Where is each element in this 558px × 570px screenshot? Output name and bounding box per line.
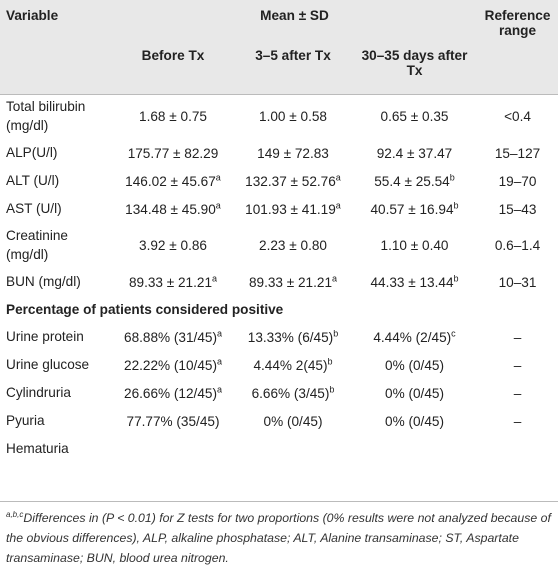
footnote-marker: a,b,c bbox=[6, 509, 24, 519]
cell-reference: – bbox=[513, 413, 522, 429]
cell-30-35: 44.33 ± 13.44b bbox=[370, 272, 459, 290]
row-variable: ALT (U/l) bbox=[6, 172, 60, 188]
table-footnote: a,b,cDifferences in (P < 0.01) for Z tes… bbox=[0, 501, 558, 569]
cell-reference bbox=[477, 435, 558, 463]
cell-3-5: 132.37 ± 52.76a bbox=[245, 171, 341, 189]
table-row: Creatinine (mg/dl) 3.92 ± 0.86 2.23 ± 0.… bbox=[0, 223, 558, 268]
table-row: AST (U/l) 134.48 ± 45.90a 101.93 ± 41.19… bbox=[0, 195, 558, 223]
cell-3-5: 101.93 ± 41.19a bbox=[245, 199, 341, 217]
table-row: Total bilirubin (mg/dl) 1.68 ± 0.75 1.00… bbox=[0, 93, 558, 139]
cell-before: 89.33 ± 21.21a bbox=[128, 272, 218, 290]
table-row: ALT (U/l) 146.02 ± 45.67a 132.37 ± 52.76… bbox=[0, 167, 558, 195]
cell-reference: 19–70 bbox=[498, 173, 537, 189]
cell-reference: 0.6–1.4 bbox=[494, 238, 541, 253]
cell-3-5: 13.33% (6/45)b bbox=[247, 327, 339, 345]
cell-before bbox=[112, 435, 234, 463]
cell-3-5 bbox=[234, 435, 352, 463]
table-row: Urine protein 68.88% (31/45)a 13.33% (6/… bbox=[0, 323, 558, 351]
cell-before: 3.92 ± 0.86 bbox=[139, 238, 207, 253]
row-variable: Total bilirubin (mg/dl) bbox=[0, 93, 112, 139]
cell-reference: – bbox=[513, 329, 522, 345]
cell-reference: <0.4 bbox=[477, 93, 558, 139]
cell-reference: – bbox=[513, 385, 522, 401]
cell-3-5: 149 ± 72.83 bbox=[257, 145, 329, 161]
header-variable: Variable bbox=[6, 8, 59, 23]
lab-results-table: Variable Mean ± SD Reference range Befor… bbox=[0, 0, 558, 463]
cell-before: 134.48 ± 45.90a bbox=[125, 199, 221, 217]
cell-30-35: 0% (0/45) bbox=[385, 357, 444, 373]
table-row: Pyuria 77.77% (35/45) 0% (0/45) 0% (0/45… bbox=[0, 407, 558, 435]
table-row: ALP(U/l) 175.77 ± 82.29 149 ± 72.83 92.4… bbox=[0, 139, 558, 167]
cell-30-35 bbox=[352, 435, 477, 463]
cell-reference: 10–31 bbox=[498, 274, 537, 290]
cell-before: 22.22% (10/45)a bbox=[124, 355, 222, 373]
cell-before: 77.77% (35/45) bbox=[126, 413, 220, 429]
footnote-text: Differences in (P < 0.01) for Z tests fo… bbox=[6, 511, 551, 565]
cell-3-5: 4.44% 2(45)b bbox=[253, 355, 333, 373]
cell-30-35: 1.10 ± 0.40 bbox=[380, 238, 449, 253]
cell-30-35: 92.4 ± 37.47 bbox=[376, 145, 453, 161]
section-row: Percentage of patients considered positi… bbox=[0, 296, 558, 323]
table-row: Cylindruria 26.66% (12/45)a 6.66% (3/45)… bbox=[0, 379, 558, 407]
cell-reference: – bbox=[513, 357, 522, 373]
cell-30-35: 0% (0/45) bbox=[385, 413, 444, 429]
header-blank bbox=[0, 42, 112, 94]
row-variable: BUN (mg/dl) bbox=[6, 273, 81, 289]
cell-before: 1.68 ± 0.75 bbox=[112, 93, 234, 139]
cell-before: 68.88% (31/45)a bbox=[124, 327, 222, 345]
header-reference-range: Reference range bbox=[484, 8, 551, 38]
cell-3-5: 0% (0/45) bbox=[263, 413, 323, 429]
cell-before: 175.77 ± 82.29 bbox=[127, 145, 219, 161]
header-row-1: Variable Mean ± SD Reference range bbox=[0, 0, 558, 42]
cell-reference: 15–127 bbox=[494, 145, 541, 161]
cell-30-35: 55.4 ± 25.54b bbox=[374, 171, 455, 189]
header-row-2: Before Tx 3–5 after Tx 30–35 days after … bbox=[0, 42, 558, 94]
row-variable: Urine protein bbox=[6, 328, 84, 344]
cell-3-5: 6.66% (3/45)b bbox=[251, 383, 335, 401]
row-variable: Pyuria bbox=[6, 412, 45, 428]
cell-30-35: 4.44% (2/45)c bbox=[373, 327, 456, 345]
row-variable: ALP(U/l) bbox=[6, 144, 58, 160]
cell-30-35: 0.65 ± 0.35 bbox=[352, 93, 478, 139]
cell-before: 146.02 ± 45.67a bbox=[125, 171, 221, 189]
header-3-5-after-tx: 3–5 after Tx bbox=[255, 48, 331, 63]
cell-3-5: 2.23 ± 0.80 bbox=[259, 238, 327, 253]
table-row: Urine glucose 22.22% (10/45)a 4.44% 2(45… bbox=[0, 351, 558, 379]
row-variable: Creatinine (mg/dl) bbox=[6, 227, 68, 262]
cell-reference: 15–43 bbox=[498, 201, 537, 217]
row-variable: Hematuria bbox=[6, 440, 69, 456]
section-title: Percentage of patients considered positi… bbox=[6, 302, 284, 317]
cell-30-35: 40.57 ± 16.94b bbox=[370, 199, 459, 217]
row-variable: AST (U/l) bbox=[6, 200, 62, 216]
cell-3-5: 1.00 ± 0.58 bbox=[234, 93, 352, 139]
row-variable: Cylindruria bbox=[6, 384, 71, 400]
table-row: BUN (mg/dl) 89.33 ± 21.21a 89.33 ± 21.21… bbox=[0, 268, 558, 296]
table-row: Hematuria bbox=[0, 435, 558, 463]
row-variable: Urine glucose bbox=[6, 356, 90, 372]
cell-before: 26.66% (12/45)a bbox=[124, 383, 222, 401]
cell-3-5: 89.33 ± 21.21a bbox=[248, 272, 338, 290]
header-before-tx: Before Tx bbox=[141, 48, 205, 63]
header-mean-sd: Mean ± SD bbox=[260, 8, 329, 23]
header-30-35-days-after-tx: 30–35 days after Tx bbox=[361, 48, 468, 78]
cell-30-35: 0% (0/45) bbox=[385, 385, 444, 401]
